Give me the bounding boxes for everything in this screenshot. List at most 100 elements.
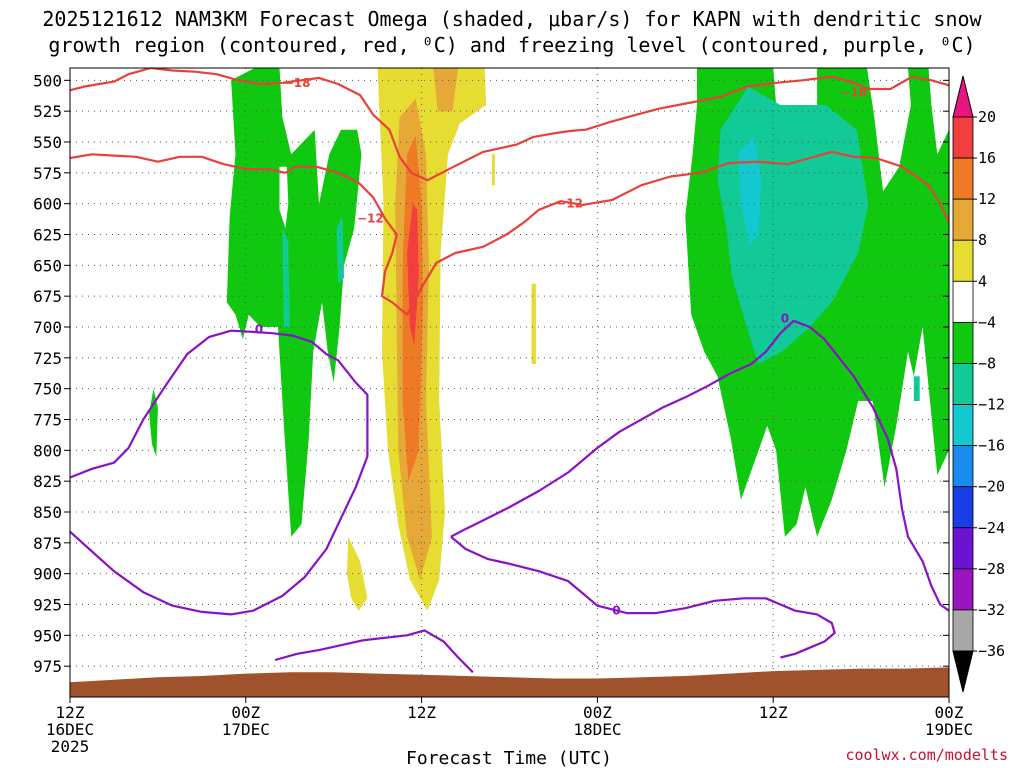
plot-frame — [69, 67, 950, 698]
colorbar-bin-1 — [952, 116, 974, 159]
omega-white-gap-b — [867, 68, 911, 192]
colorbar-label-8: −16 — [978, 437, 1005, 455]
colorbar-bin-7 — [952, 363, 974, 405]
terrain-fill — [70, 667, 949, 697]
omega-shading-layer — [149, 68, 949, 611]
contour-layer: −18 −18 −12 −12 0 0 0 — [70, 68, 949, 674]
ytick-label-750: 750 — [33, 380, 62, 399]
freezing-level-bottom-left-line — [274, 629, 474, 674]
ytick-label-800: 800 — [33, 441, 62, 460]
dgz-minus12-label-2: −12 — [556, 197, 583, 211]
ytick-label-825: 825 — [33, 472, 62, 491]
colorbar-label-3: 8 — [978, 231, 987, 249]
omega-yellow-small-a — [346, 536, 368, 611]
pressure-axis: 500 525 550 575 600 625 650 675 700 725 750 775 800 8… — [33, 71, 949, 676]
omega-white-gap-a — [773, 68, 818, 105]
ytick-label-925: 925 — [33, 596, 62, 615]
xtick-label-0-3: 2025 — [51, 737, 90, 756]
colorbar-bin-4 — [952, 239, 974, 282]
colorbar-label-4: 4 — [978, 272, 987, 290]
freezing-level-right-label: 0 — [781, 311, 789, 325]
colorbar-label-2: 12 — [978, 190, 996, 208]
colorbar-bin-10 — [952, 486, 974, 529]
ytick-label-675: 675 — [33, 287, 62, 306]
freezing-level-left-line — [70, 329, 369, 616]
xtick-label-12-1: 00Z — [231, 703, 260, 722]
freezing-level-lower-right-label: 0 — [612, 604, 620, 618]
ytick-label-975: 975 — [33, 657, 62, 676]
colorbar-label-13: −36 — [978, 642, 1005, 660]
xtick-label-0-1: 12Z — [56, 703, 85, 722]
ytick-label-625: 625 — [33, 226, 62, 245]
dgz-minus18-upper-label: −18 — [284, 76, 311, 90]
colorbar-label-0: 20 — [978, 108, 996, 126]
terrain-layer — [70, 667, 949, 697]
colorbar-label-6: −8 — [978, 354, 996, 372]
colorbar-label-11: −28 — [978, 560, 1005, 578]
x-axis-label: Forecast Time (UTC) — [406, 748, 612, 768]
dgz-minus12-label: −12 — [357, 211, 384, 225]
omega-yellow-small-b — [491, 154, 495, 186]
ytick-label-525: 525 — [33, 102, 62, 121]
omega-green-left-column — [226, 68, 362, 537]
colorbar-bin-13 — [952, 609, 974, 652]
xtick-label-12-2: 17DEC — [222, 720, 270, 739]
omega-cyan-region — [738, 135, 762, 247]
xtick-label-60-2: 19DEC — [925, 720, 973, 739]
colorbar-label-10: −24 — [978, 519, 1005, 537]
colorbar-bin-6 — [952, 321, 974, 364]
freezing-level-lower-right-line — [450, 535, 836, 659]
ytick-label-775: 775 — [33, 411, 62, 430]
ytick-label-550: 550 — [33, 133, 62, 152]
colorbar-label-9: −20 — [978, 478, 1005, 496]
ytick-label-875: 875 — [33, 534, 62, 553]
colorbar-bin-3 — [952, 198, 974, 241]
ytick-label-725: 725 — [33, 349, 62, 368]
omega-teal-strip-a — [282, 228, 290, 327]
colorbar-label-5: −4 — [978, 313, 996, 331]
omega-teal-strip-b — [336, 216, 344, 284]
colorbar-bin-5 — [952, 280, 974, 323]
credit-text: coolwx.com/modelts — [845, 746, 1008, 764]
freezing-level-left-label: 0 — [255, 322, 263, 336]
chart-title-line2: growth region (contoured, red, ⁰C) and f… — [48, 33, 975, 57]
grid-layer — [70, 68, 949, 697]
omega-yellow-small-c — [531, 283, 536, 364]
ytick-label-950: 950 — [33, 626, 62, 645]
ytick-label-500: 500 — [33, 71, 62, 90]
xtick-label-48-1: 12Z — [759, 703, 788, 722]
dgz-minus18-upper-label-2: −18 — [840, 86, 867, 100]
colorbar-bottom-arrow — [952, 650, 974, 693]
freezing-level-right-line — [450, 319, 949, 612]
chart-title-line1: 2025121612 NAM3KM Forecast Omega (shaded… — [42, 7, 982, 31]
dgz-minus12-line — [70, 150, 949, 316]
colorbar-bin-11 — [952, 527, 974, 570]
xtick-label-36-1: 00Z — [583, 703, 612, 722]
colorbar-bin-8 — [952, 404, 974, 447]
colorbar-bin-12 — [952, 568, 974, 611]
colorbar-label-12: −32 — [978, 601, 1005, 619]
ytick-label-700: 700 — [33, 318, 62, 337]
xtick-label-24-1: 12Z — [407, 703, 436, 722]
colorbar-bin-9 — [952, 445, 974, 488]
ytick-label-900: 900 — [33, 565, 62, 584]
plot-area: −18 −18 −12 −12 0 0 0 — [70, 68, 949, 697]
omega-green-hole — [279, 166, 289, 229]
colorbar-top-arrow — [952, 75, 974, 118]
ytick-label-575: 575 — [33, 164, 62, 183]
xtick-label-60-1: 00Z — [935, 703, 964, 722]
xtick-label-36-2: 18DEC — [573, 720, 621, 739]
ytick-label-600: 600 — [33, 195, 62, 214]
colorbar-bin-2 — [952, 157, 974, 200]
dgz-minus18-upper-line — [70, 68, 949, 182]
omega-gold-top — [433, 68, 459, 112]
omega-white-gap-c — [928, 68, 949, 155]
colorbar-label-1: 16 — [978, 149, 996, 167]
colorbar-label-7: −12 — [978, 396, 1005, 414]
ytick-label-650: 650 — [33, 256, 62, 275]
xtick-label-0-2: 16DEC — [46, 720, 94, 739]
omega-colorbar: 20 16 12 8 4 −4 −8 −12 −16 −20 −24 −28 −32 −36 — [952, 75, 1005, 693]
ytick-label-850: 850 — [33, 503, 62, 522]
